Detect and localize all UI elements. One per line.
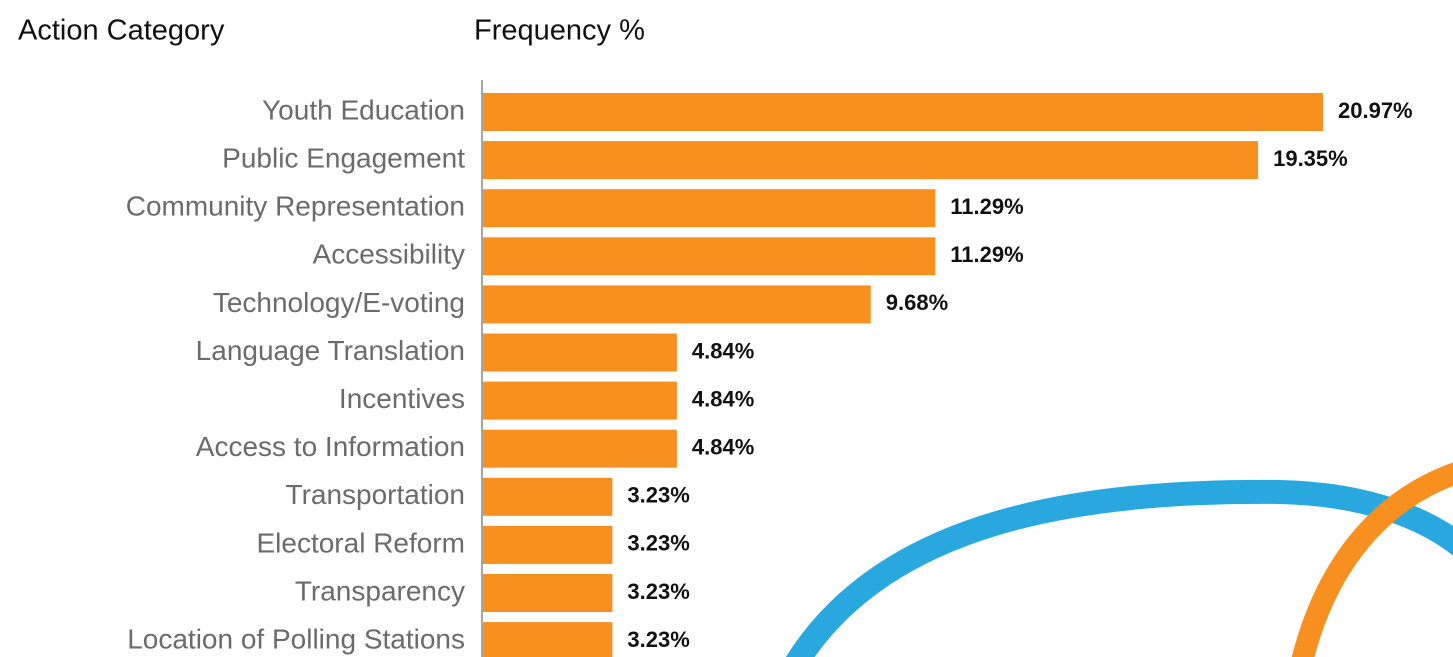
bar [483,430,677,468]
category-header: Action Category [18,15,225,47]
bar [483,382,677,420]
value-label: 9.68% [886,290,948,315]
chart: Action Category Frequency % Youth Educat… [0,0,1453,657]
value-label: 11.29% [950,194,1023,219]
bar [483,285,871,323]
value-label: 3.23% [627,531,689,556]
category-label: Transportation [286,479,466,510]
category-label: Electoral Reform [256,527,465,558]
category-label: Public Engagement [222,142,465,173]
bar [483,622,612,657]
value-label: 4.84% [692,338,754,363]
value-label: 3.23% [627,627,689,652]
value-label: 19.35% [1273,146,1348,171]
category-label: Technology/E-voting [213,287,465,318]
value-label: 4.84% [692,435,754,460]
category-label: Location of Polling Stations [127,623,465,654]
value-label: 4.84% [692,386,754,411]
value-label: 20.97% [1338,98,1413,123]
category-label: Transparency [295,575,465,606]
bar [483,526,612,564]
bar [483,141,1258,179]
value-label: 11.29% [950,242,1023,267]
category-label: Youth Education [262,94,465,125]
category-label: Accessibility [313,239,465,270]
bar [483,93,1323,131]
value-header: Frequency % [474,15,645,47]
category-label: Incentives [339,383,465,414]
category-label: Language Translation [196,335,465,366]
bar [483,334,677,372]
category-label: Community Representation [126,191,465,222]
bar [483,189,935,227]
bar [483,478,612,516]
page: {"chart_data": {"type": "bar", "orientat… [0,0,1453,657]
category-label: Access to Information [196,431,465,462]
value-label: 3.23% [627,579,689,604]
decorative-arc [792,492,1453,657]
bar [483,237,935,275]
value-label: 3.23% [627,483,689,508]
bar [483,574,612,612]
